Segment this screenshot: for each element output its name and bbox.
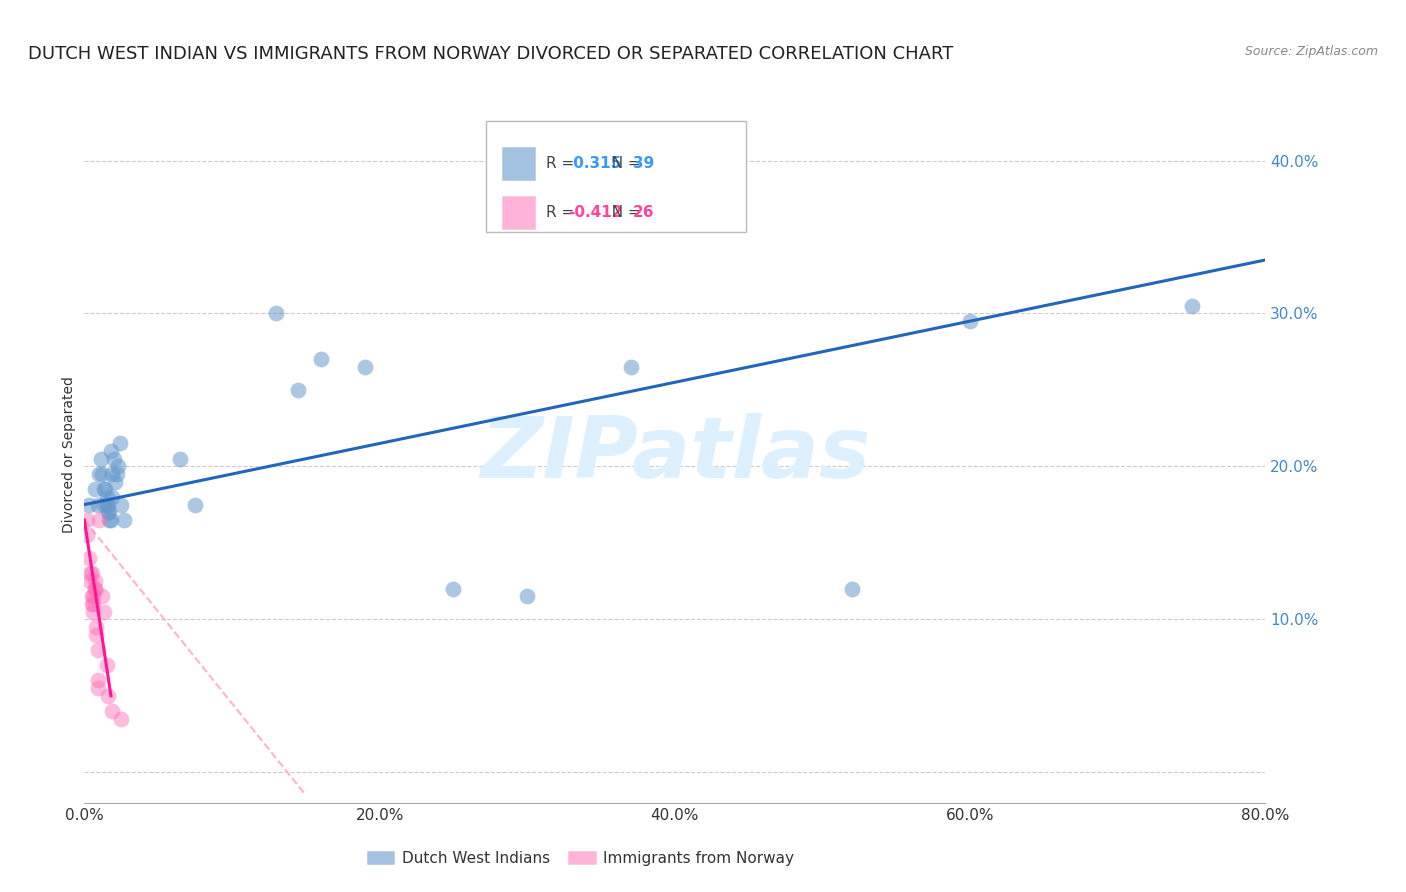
Text: R =: R = (546, 205, 579, 219)
Point (101, 704, 124, 718)
Text: N =: N = (602, 205, 645, 219)
Point (1181, 299, 1204, 313)
Point (266, 306, 288, 320)
Text: DUTCH WEST INDIAN VS IMMIGRANTS FROM NORWAY DIVORCED OR SEPARATED CORRELATION CH: DUTCH WEST INDIAN VS IMMIGRANTS FROM NOR… (28, 45, 953, 62)
Point (100, 513, 122, 527)
Point (76, 528, 98, 542)
Point (76, 513, 98, 527)
Point (108, 436, 131, 450)
Point (110, 498, 132, 512)
Point (83, 574, 105, 588)
Point (105, 467, 128, 481)
Point (87, 513, 111, 527)
Point (516, 590, 538, 604)
Point (96, 658, 118, 673)
Text: ZIPatlas: ZIPatlas (479, 413, 870, 497)
Point (79, 566, 101, 581)
Text: Source: ZipAtlas.com: Source: ZipAtlas.com (1244, 45, 1378, 58)
Legend: Dutch West Indians, Immigrants from Norway: Dutch West Indians, Immigrants from Norw… (360, 845, 800, 871)
Point (93, 483, 115, 497)
Point (110, 712, 132, 726)
Point (97, 505, 120, 519)
Point (80, 597, 103, 611)
Point (86, 498, 108, 512)
Point (169, 451, 191, 466)
Point (98, 513, 121, 527)
Point (86, 643, 108, 657)
Point (101, 467, 124, 481)
Point (104, 475, 127, 489)
Text: N =: N = (602, 156, 645, 170)
Text: 0.315: 0.315 (568, 156, 621, 170)
Point (82, 605, 104, 619)
Text: -0.412: -0.412 (568, 205, 623, 219)
Point (83, 582, 105, 596)
Point (80, 590, 103, 604)
Point (354, 359, 377, 374)
Text: 26: 26 (633, 205, 654, 219)
Point (100, 444, 122, 458)
Point (841, 582, 863, 596)
Point (97, 498, 120, 512)
Point (91, 467, 114, 481)
Point (87, 467, 111, 481)
Point (98, 505, 121, 519)
Point (94, 483, 117, 497)
Point (82, 597, 104, 611)
Point (86, 681, 108, 695)
Point (90, 451, 112, 466)
Point (80, 566, 103, 581)
Text: R =: R = (546, 156, 579, 170)
Point (112, 513, 135, 527)
Point (83, 582, 105, 596)
Point (91, 590, 114, 604)
Point (84, 620, 107, 634)
Point (287, 383, 309, 397)
Point (77, 551, 100, 566)
Text: 39: 39 (633, 156, 654, 170)
Point (77, 498, 100, 512)
Point (184, 498, 207, 512)
Point (84, 627, 107, 641)
Point (82, 590, 104, 604)
Point (101, 490, 124, 504)
Point (86, 673, 108, 688)
Point (96, 490, 118, 504)
Point (93, 498, 115, 512)
Point (664, 215, 686, 229)
Point (443, 582, 465, 596)
Point (107, 459, 129, 474)
Point (97, 689, 120, 703)
Point (83, 483, 105, 497)
Point (103, 451, 125, 466)
Point (620, 359, 643, 374)
Point (309, 352, 332, 367)
Y-axis label: Divorced or Separated: Divorced or Separated (62, 376, 76, 533)
Point (96, 498, 118, 512)
Point (959, 314, 981, 328)
Point (79, 574, 101, 588)
Point (93, 605, 115, 619)
